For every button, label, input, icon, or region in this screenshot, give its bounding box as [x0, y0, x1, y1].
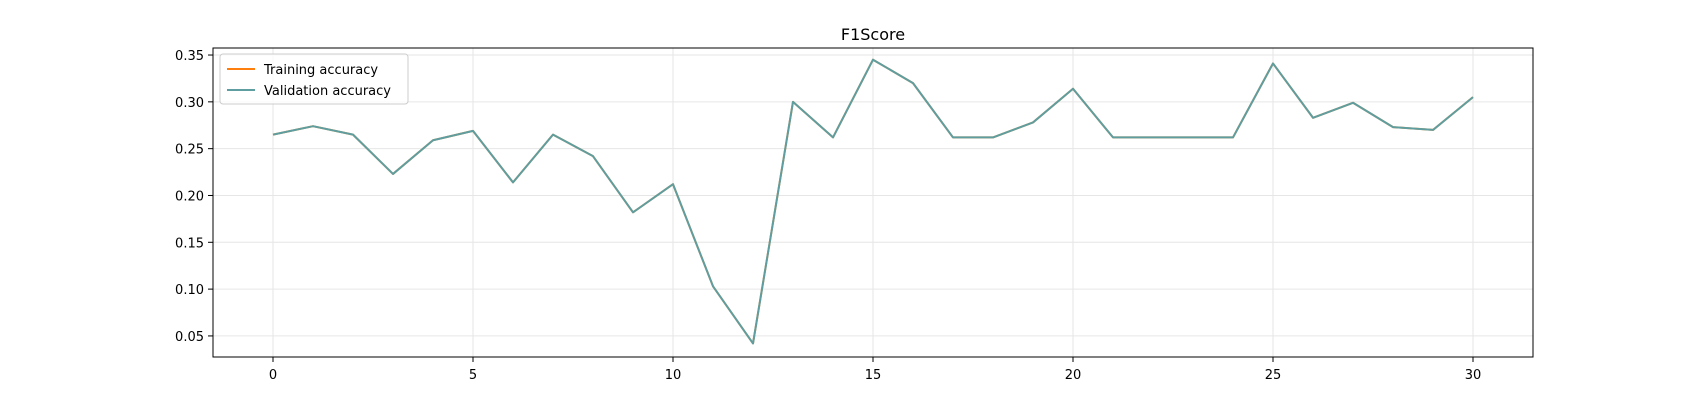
legend: Training accuracy Validation accuracy — [219, 53, 409, 105]
grid-layer — [213, 48, 1533, 357]
x-tick-label: 10 — [665, 368, 682, 383]
x-tick-label: 20 — [1065, 368, 1082, 383]
y-tick-label: 0.15 — [175, 236, 204, 251]
y-tick-label: 0.10 — [175, 283, 204, 298]
validation-accuracy-line — [272, 58, 1474, 345]
legend-label: Validation accuracy — [264, 84, 391, 99]
legend-label: Training accuracy — [263, 63, 378, 78]
y-tick-label: 0.25 — [175, 143, 204, 158]
y-tick-label: 0.05 — [175, 330, 204, 345]
x-tick-label: 30 — [1465, 368, 1482, 383]
y-tick-label: 0.35 — [175, 49, 204, 64]
y-axis: 0.05 0.10 0.15 0.20 0.25 0.30 0.35 — [175, 49, 213, 345]
x-tick-label: 0 — [269, 368, 277, 383]
x-tick-label: 25 — [1265, 368, 1282, 383]
y-tick-label: 0.30 — [175, 96, 204, 111]
series-layer — [272, 58, 1474, 345]
x-tick-label: 5 — [469, 368, 477, 383]
x-tick-label: 15 — [865, 368, 882, 383]
legend-box — [219, 53, 409, 105]
chart-title: F1Score — [841, 25, 905, 44]
y-tick-label: 0.20 — [175, 189, 204, 204]
x-axis: 0 5 10 15 20 25 30 — [269, 357, 1481, 383]
